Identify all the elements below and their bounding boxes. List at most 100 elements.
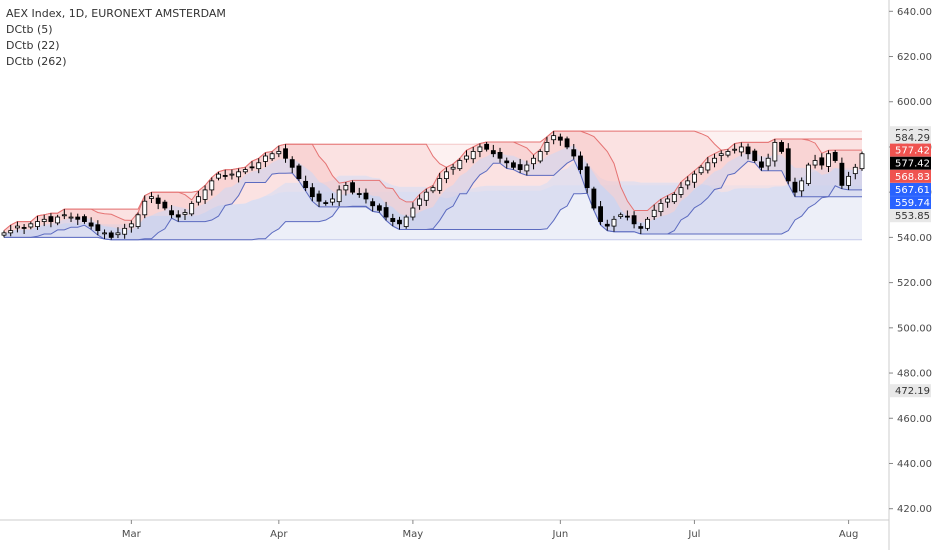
price-badge-bg: [890, 156, 931, 170]
candle: [376, 203, 382, 213]
price-badge: 559.74: [890, 196, 931, 210]
candle-body: [423, 191, 429, 201]
price-tick-label: 620.00: [897, 52, 932, 63]
candle-body: [759, 161, 764, 168]
candle: [115, 227, 121, 239]
candle: [598, 200, 603, 225]
candle-body: [464, 155, 469, 160]
candle-body: [55, 216, 61, 224]
candle: [678, 182, 684, 198]
candle-body: [618, 214, 624, 217]
candle-body: [826, 153, 831, 167]
candle: [705, 157, 711, 174]
candle: [8, 224, 14, 237]
candle: [484, 141, 490, 152]
candle: [189, 201, 195, 217]
candle-body: [82, 216, 87, 222]
candle: [785, 143, 791, 185]
candle: [303, 175, 309, 192]
candle-body: [296, 165, 302, 180]
candle: [142, 195, 148, 219]
price-badge: 553.85: [890, 209, 931, 223]
legend-study-dctb-262[interactable]: DCtb (262): [6, 55, 67, 68]
price-badge-label: 577.42: [895, 159, 930, 170]
candle-body: [665, 198, 671, 203]
candle: [604, 219, 610, 231]
candle-body: [497, 151, 503, 159]
price-badge-label: 584.29: [895, 133, 930, 144]
candle-body: [698, 166, 704, 174]
candle-body: [611, 218, 617, 227]
legend-study-dctb-22[interactable]: DCtb (22): [6, 39, 60, 52]
candle: [725, 149, 731, 158]
candle-body: [718, 153, 724, 156]
candle: [283, 144, 288, 163]
candle: [564, 136, 570, 150]
price-tick-label: 600.00: [897, 97, 932, 108]
dctb-262-upper-fill: [4, 131, 862, 234]
candle-body: [745, 146, 751, 155]
candle: [68, 212, 74, 223]
candle-body: [604, 223, 610, 227]
candle-body: [792, 181, 798, 193]
candle-body: [490, 150, 496, 155]
candle-body: [765, 157, 771, 167]
candle: [41, 214, 47, 227]
legend-title[interactable]: AEX Index, 1D, EURONEXT AMSTERDAM: [6, 7, 226, 20]
price-badge: 577.42: [890, 143, 931, 157]
candle-body: [316, 193, 322, 202]
candle-body: [370, 201, 376, 207]
candle: [323, 200, 329, 206]
candle-body: [819, 157, 825, 166]
candle-body: [162, 201, 168, 209]
candle: [638, 223, 644, 234]
candle-body: [8, 230, 14, 234]
candle-body: [437, 178, 443, 191]
candle-body: [805, 164, 811, 184]
candle: [685, 176, 691, 190]
candle: [195, 191, 201, 206]
candle: [819, 153, 825, 170]
candle-body: [517, 164, 523, 170]
candle: [55, 214, 61, 226]
candle: [504, 157, 510, 169]
candle-body: [61, 214, 67, 217]
candle-body: [202, 189, 208, 200]
candle-body: [645, 218, 650, 229]
legend-study-dctb-5[interactable]: DCtb (5): [6, 23, 53, 36]
time-axis[interactable]: MarAprMayJunJulAugSepOct: [0, 519, 932, 540]
candle: [102, 229, 107, 239]
candle-body: [584, 166, 590, 189]
candle-body: [403, 216, 409, 227]
candle-body: [189, 203, 195, 215]
candle: [417, 194, 423, 210]
candle: [209, 177, 215, 196]
candle-body: [571, 149, 577, 157]
candle-body: [376, 205, 382, 211]
candle: [846, 171, 852, 190]
candle: [631, 211, 637, 229]
candle-body: [624, 215, 630, 218]
candle-body: [738, 146, 744, 153]
candle-body: [175, 214, 181, 218]
candle: [826, 150, 831, 173]
candle: [269, 151, 275, 161]
time-tick-label: Jul: [687, 529, 700, 540]
price-tick-label: 480.00: [897, 369, 932, 380]
candle: [698, 165, 704, 175]
candle: [175, 210, 181, 222]
candle: [169, 205, 174, 219]
price-axis[interactable]: 420.00 440.00 460.00 480.00 500.00 520.00 540.…: [888, 0, 932, 550]
candle: [752, 148, 758, 163]
candle-body: [303, 180, 309, 189]
candle: [765, 153, 771, 171]
candle-body: [484, 143, 490, 150]
chart-legend: AEX Index, 1D, EURONEXT AMSTERDAM DCtb (…: [6, 6, 226, 70]
candle-body: [356, 193, 362, 195]
candle: [370, 198, 376, 212]
candle-body: [678, 187, 684, 195]
price-badge-bg: [890, 209, 931, 223]
candle-body: [397, 219, 402, 225]
candle: [665, 195, 671, 208]
